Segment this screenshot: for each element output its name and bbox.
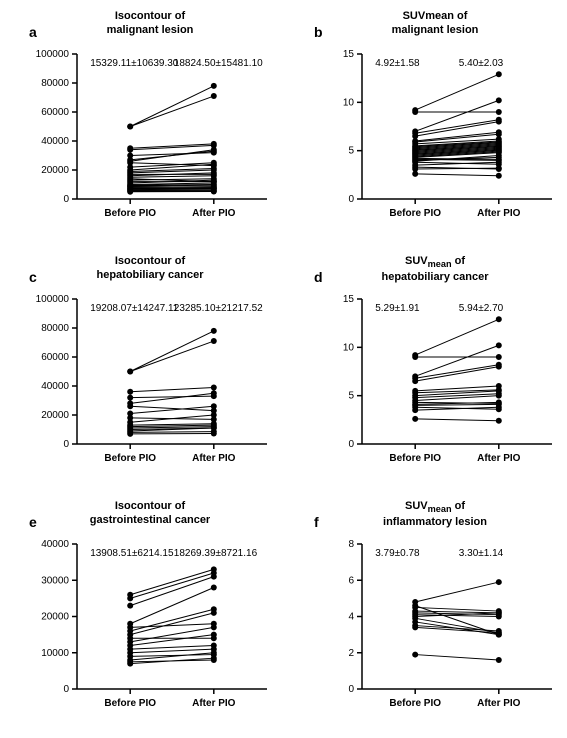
panel-b: bSUVmean of malignant lesion 0 5 10 15 Before…: [310, 10, 560, 229]
annot-left-b: 4.92±1.58: [375, 58, 419, 69]
ytick-label: 80000: [41, 78, 69, 89]
ytick-label: 4: [348, 612, 354, 623]
annot-right-b: 5.40±2.03: [459, 58, 503, 69]
xcat-label: Before PIO: [389, 453, 441, 464]
ytick-label: 8: [348, 539, 354, 550]
ytick-label: 40000: [41, 136, 69, 147]
chart-d: 0 5 10 15 Before PIO After PIO: [310, 291, 562, 474]
ytick-label: 0: [63, 684, 69, 695]
annot-right-c: 23285.10±21217.52: [174, 303, 263, 314]
annot-left-e: 13908.51±6214.15: [90, 548, 173, 559]
ytick-label: 0: [63, 439, 69, 450]
panel-c: cIsocontour of hepatobiliary cancer 0 2000…: [25, 255, 275, 474]
ytick-label: 15: [343, 294, 355, 305]
ytick-label: 0: [63, 194, 69, 205]
chart-b: 0 5 10 15 Before PIO After PIO: [310, 46, 562, 229]
annot-left-a: 15329.11±10639.30: [90, 58, 178, 69]
ytick-label: 5: [348, 391, 354, 402]
title-sub: mean: [428, 259, 452, 269]
figure-root: aIsocontour of malignant lesion020000400…: [0, 0, 567, 738]
title-sub: mean: [428, 504, 452, 514]
xcat-label: After PIO: [477, 698, 521, 709]
annot-left-d: 5.29±1.91: [375, 303, 419, 314]
panel-letter-a: a: [29, 24, 37, 40]
ytick-label: 10: [343, 342, 355, 353]
ytick-label: 20000: [41, 410, 69, 421]
xcat-label: After PIO: [477, 208, 521, 219]
xcat-label: Before PIO: [389, 698, 441, 709]
ytick-label: 40000: [41, 539, 69, 550]
ytick-label: 0: [348, 684, 354, 695]
title-prefix: SUV: [405, 500, 428, 512]
ytick-label: 0: [348, 194, 354, 205]
xcat-label: Before PIO: [389, 208, 441, 219]
panel-title-e: Isocontour of gastrointestinal cancer: [25, 500, 275, 536]
panel-title-d: SUVmean of hepatobiliary cancer: [310, 255, 560, 291]
xcat-label: After PIO: [192, 208, 236, 219]
panel-f: fSUVmean of inflammatory lesion 0 2 4 6 8 Befo…: [310, 500, 560, 719]
ytick-label: 40000: [41, 381, 69, 392]
chart-a: 0 20000 40000 60000 80000 100000 Before PIO Aft…: [25, 46, 277, 229]
panel-letter-e: e: [29, 514, 37, 530]
annot-right-e: 18269.39±8721.16: [174, 548, 257, 559]
panel-a: aIsocontour of malignant lesion 0 20000 400…: [25, 10, 275, 229]
panel-title-f: SUVmean of inflammatory lesion: [310, 500, 560, 536]
annot-right-a: 18824.50±15481.10: [174, 58, 263, 69]
annot-right-f: 3.30±1.14: [459, 548, 503, 559]
title-prefix: SUV: [405, 255, 428, 267]
annot-left-f: 3.79±0.78: [375, 548, 419, 559]
chart-f: 0 2 4 6 8 Before PIO After PIO: [310, 536, 562, 719]
ytick-label: 15: [343, 49, 355, 60]
ytick-label: 10: [343, 97, 355, 108]
xcat-label: After PIO: [192, 698, 236, 709]
ytick-label: 80000: [41, 323, 69, 334]
ytick-label: 20000: [41, 165, 69, 176]
xcat-label: After PIO: [477, 453, 521, 464]
panel-letter-d: d: [314, 269, 323, 285]
ytick-label: 2: [348, 648, 354, 659]
chart-e: 0 10000 20000 30000 40000 Before PIO After PIO: [25, 536, 277, 719]
panel-title-b: SUVmean of malignant lesion: [310, 10, 560, 46]
panel-title-a: Isocontour of malignant lesion: [25, 10, 275, 46]
ytick-label: 30000: [41, 575, 69, 586]
ytick-label: 0: [348, 439, 354, 450]
ytick-label: 60000: [41, 352, 69, 363]
panel-letter-b: b: [314, 24, 323, 40]
panel-letter-c: c: [29, 269, 37, 285]
panel-d: dSUVmean of hepatobiliary cancer 0 5 10 15 Be…: [310, 255, 560, 474]
ytick-label: 20000: [41, 612, 69, 623]
xcat-label: Before PIO: [104, 453, 156, 464]
panel-e: eIsocontour of gastrointestinal cancer 0 1…: [25, 500, 275, 719]
ytick-label: 10000: [41, 648, 69, 659]
ytick-label: 5: [348, 146, 354, 157]
annot-left-c: 19208.07±14247.11: [90, 303, 178, 314]
xcat-label: Before PIO: [104, 208, 156, 219]
panel-title-c: Isocontour of hepatobiliary cancer: [25, 255, 275, 291]
chart-c: 0 20000 40000 60000 80000 100000 Before PIO Aft…: [25, 291, 277, 474]
xcat-label: Before PIO: [104, 698, 156, 709]
ytick-label: 6: [348, 575, 354, 586]
ytick-label: 100000: [36, 294, 70, 305]
panel-letter-f: f: [314, 514, 319, 530]
ytick-label: 60000: [41, 107, 69, 118]
xcat-label: After PIO: [192, 453, 236, 464]
annot-right-d: 5.94±2.70: [459, 303, 503, 314]
ytick-label: 100000: [36, 49, 70, 60]
